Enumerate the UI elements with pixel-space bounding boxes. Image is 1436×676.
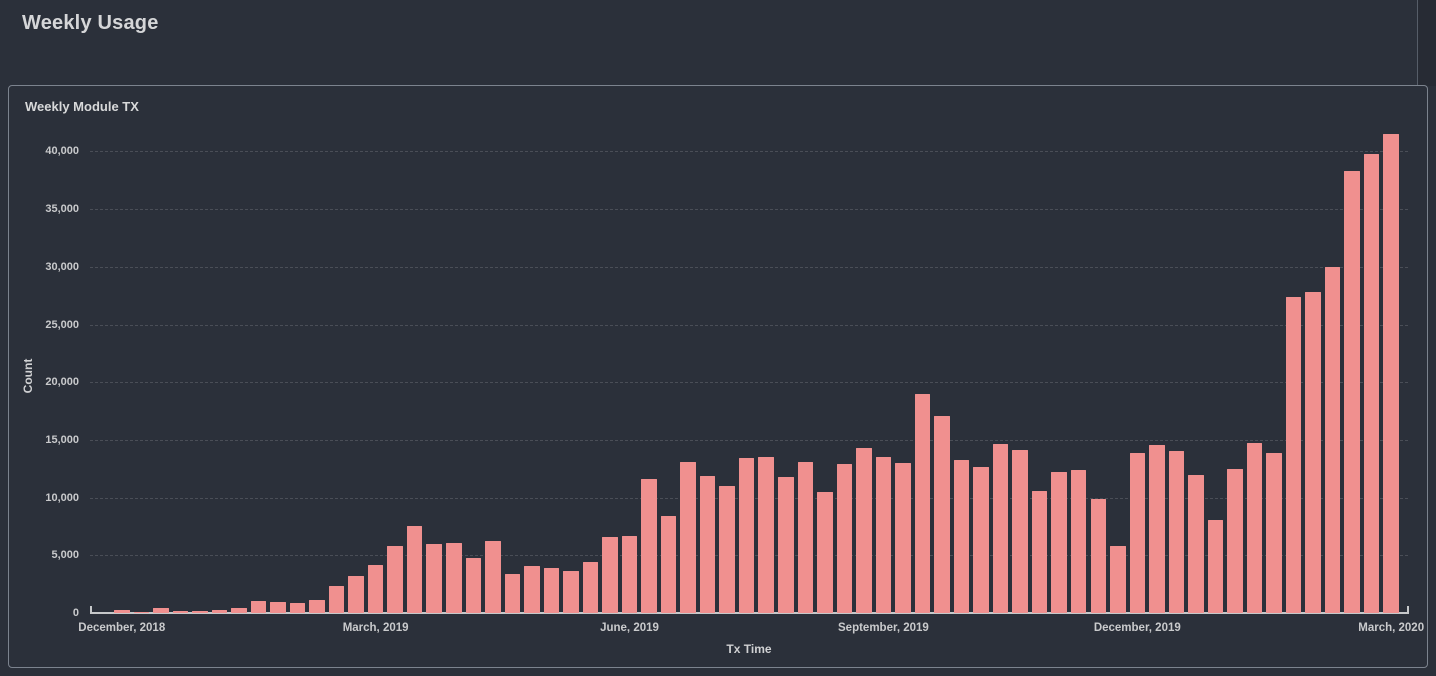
bar[interactable] bbox=[1207, 520, 1224, 613]
bar[interactable] bbox=[367, 565, 384, 613]
bar[interactable] bbox=[250, 601, 267, 613]
weekly-module-tx-chart: Count Tx Time 0 5,000 10,000 15,000 20,000 25… bbox=[9, 86, 1427, 667]
bar[interactable] bbox=[797, 462, 814, 613]
y-tick-label: 15,000 bbox=[45, 433, 79, 446]
bar[interactable] bbox=[114, 610, 130, 613]
bar[interactable] bbox=[270, 602, 286, 613]
bar[interactable] bbox=[1012, 450, 1028, 613]
y-tick-label: 25,000 bbox=[45, 318, 79, 331]
gridline-30000 bbox=[90, 266, 1408, 268]
bar[interactable] bbox=[1070, 470, 1087, 613]
bar[interactable] bbox=[153, 608, 169, 613]
bar[interactable] bbox=[738, 458, 755, 613]
gridline-35000 bbox=[90, 209, 1408, 211]
x-tick-label: March, 2019 bbox=[342, 622, 409, 634]
bar[interactable] bbox=[1090, 499, 1106, 613]
x-axis-left-tick bbox=[90, 606, 92, 613]
page-title: Weekly Usage bbox=[22, 12, 159, 34]
scrollbar-track[interactable] bbox=[1417, 0, 1436, 86]
bar[interactable] bbox=[914, 394, 931, 613]
bar[interactable] bbox=[289, 603, 306, 613]
bar[interactable] bbox=[465, 558, 482, 613]
bar[interactable] bbox=[1363, 154, 1380, 613]
bar[interactable] bbox=[1305, 292, 1321, 613]
y-tick-label: 30,000 bbox=[45, 260, 79, 273]
bar[interactable] bbox=[172, 611, 189, 613]
gridline-20000 bbox=[90, 382, 1408, 384]
x-tick-label: March, 2020 bbox=[1358, 622, 1425, 634]
bar[interactable] bbox=[758, 457, 774, 613]
y-tick-label: 35,000 bbox=[45, 203, 79, 216]
bar[interactable] bbox=[856, 448, 872, 613]
bar[interactable] bbox=[328, 586, 345, 613]
bar[interactable] bbox=[621, 536, 638, 613]
bar[interactable] bbox=[992, 444, 1009, 613]
y-tick-label: 5,000 bbox=[51, 549, 79, 562]
bar[interactable] bbox=[1383, 134, 1399, 613]
page-header: Weekly Usage bbox=[0, 0, 1436, 86]
x-tick-label: September, 2019 bbox=[838, 622, 929, 634]
bar[interactable] bbox=[1246, 443, 1263, 613]
bar[interactable] bbox=[719, 486, 735, 613]
gridline-40000 bbox=[90, 151, 1408, 153]
y-tick-label: 40,000 bbox=[45, 145, 79, 158]
bar[interactable] bbox=[1051, 472, 1067, 613]
bar[interactable] bbox=[582, 562, 599, 613]
bar[interactable] bbox=[446, 543, 462, 613]
x-axis-title: Tx Time bbox=[726, 642, 772, 656]
y-tick-label: 0 bbox=[72, 607, 79, 619]
bar[interactable] bbox=[309, 600, 325, 613]
bar[interactable] bbox=[426, 544, 442, 613]
bar[interactable] bbox=[973, 467, 989, 613]
bar[interactable] bbox=[211, 610, 228, 613]
bar[interactable] bbox=[1031, 491, 1048, 613]
bar[interactable] bbox=[231, 608, 247, 613]
bar[interactable] bbox=[699, 476, 716, 613]
bar[interactable] bbox=[1168, 451, 1185, 613]
x-axis-line bbox=[90, 612, 1409, 614]
y-tick-label: 10,000 bbox=[45, 491, 79, 504]
bar[interactable] bbox=[406, 526, 423, 613]
bar[interactable] bbox=[524, 566, 540, 613]
bar[interactable] bbox=[1227, 469, 1243, 613]
x-axis-right-tick bbox=[1407, 606, 1409, 613]
bar[interactable] bbox=[1129, 453, 1146, 613]
panel-title: Weekly Module TX bbox=[25, 99, 139, 114]
chart-panel: Weekly Module TX Count Tx Time 0 5,000 10,… bbox=[8, 85, 1428, 668]
bar[interactable] bbox=[1285, 297, 1302, 613]
gridline-25000 bbox=[90, 324, 1408, 326]
bar[interactable] bbox=[641, 479, 657, 613]
bar[interactable] bbox=[543, 568, 560, 613]
bar[interactable] bbox=[485, 541, 501, 613]
bar[interactable] bbox=[504, 574, 521, 613]
bar[interactable] bbox=[934, 416, 950, 613]
bar[interactable] bbox=[836, 464, 853, 613]
bar[interactable] bbox=[1266, 453, 1282, 613]
x-tick-label: June, 2019 bbox=[600, 622, 659, 634]
bar[interactable] bbox=[895, 463, 911, 613]
bar[interactable] bbox=[192, 611, 208, 613]
x-tick-label: December, 2019 bbox=[1093, 622, 1181, 634]
bar[interactable] bbox=[680, 462, 696, 613]
x-tick-label: December, 2018 bbox=[78, 622, 166, 634]
y-tick-label: 20,000 bbox=[45, 376, 79, 389]
bar[interactable] bbox=[817, 492, 833, 613]
bar[interactable] bbox=[1344, 171, 1360, 613]
bar[interactable] bbox=[1324, 267, 1341, 613]
bar[interactable] bbox=[1149, 445, 1165, 613]
bar[interactable] bbox=[875, 457, 892, 613]
bar[interactable] bbox=[133, 612, 150, 613]
bar[interactable] bbox=[1188, 475, 1204, 613]
bar[interactable] bbox=[778, 477, 794, 613]
bar[interactable] bbox=[563, 571, 579, 613]
gridline-15000 bbox=[90, 439, 1408, 441]
bar[interactable] bbox=[602, 537, 618, 613]
bar[interactable] bbox=[660, 516, 677, 613]
bar[interactable] bbox=[953, 460, 970, 613]
bar[interactable] bbox=[387, 546, 403, 613]
bar[interactable] bbox=[348, 576, 364, 613]
bar[interactable] bbox=[1110, 546, 1126, 613]
